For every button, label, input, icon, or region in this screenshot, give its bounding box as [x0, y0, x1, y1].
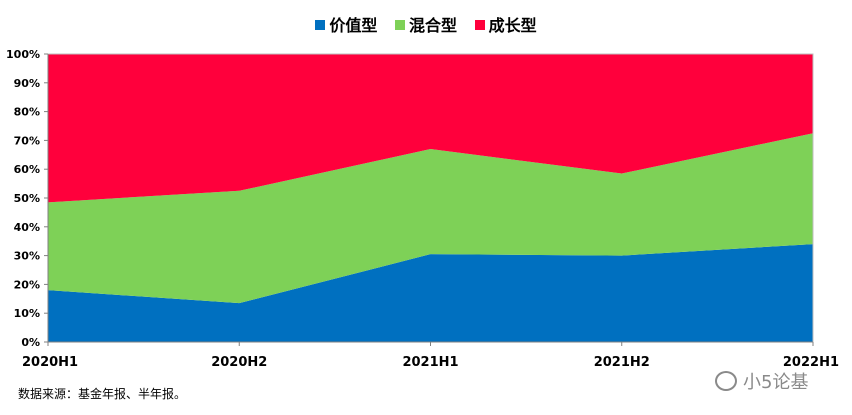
wechat-icon: [715, 371, 737, 391]
y-tick-label: 50%: [14, 192, 40, 205]
y-tick-label: 40%: [14, 221, 40, 234]
y-tick-label: 90%: [14, 77, 40, 90]
legend-label-value: 价值型: [329, 16, 378, 35]
legend-swatch-value: [315, 20, 326, 30]
x-tick-label: 2021H1: [402, 355, 458, 370]
y-tick-label: 0%: [21, 336, 40, 349]
area-series-0: [48, 244, 813, 342]
x-tick-label: 2020H2: [211, 355, 267, 370]
y-tick-label: 10%: [14, 307, 40, 320]
source-note: 数据来源：基金年报、半年报。: [18, 387, 187, 401]
x-tick-label: 2020H1: [22, 355, 78, 370]
legend-label-growth: 成长型: [488, 16, 537, 35]
y-tick-label: 70%: [14, 134, 40, 147]
legend-swatch-mixed: [394, 20, 405, 30]
y-tick-label: 80%: [14, 106, 40, 119]
legend-item-mixed: 混合型: [394, 12, 457, 36]
y-tick-label: 60%: [14, 163, 40, 176]
y-tick-label: 100%: [6, 48, 40, 61]
legend-item-value: 价值型: [315, 12, 377, 36]
x-tick-label: 2021H2: [594, 355, 650, 370]
legend: 价值型 混合型 成长型: [0, 12, 852, 36]
area-series-2: [48, 54, 813, 203]
watermark: 小5论基: [715, 368, 808, 394]
legend-item-growth: 成长型: [474, 12, 537, 36]
legend-label-mixed: 混合型: [408, 16, 457, 35]
watermark-text: 小5论基: [743, 372, 809, 393]
x-tick-label: 2022H1: [783, 355, 839, 370]
y-tick-label: 20%: [14, 278, 40, 291]
area-series-1: [48, 133, 813, 304]
y-tick-label: 30%: [14, 250, 40, 263]
legend-swatch-growth: [474, 20, 485, 30]
